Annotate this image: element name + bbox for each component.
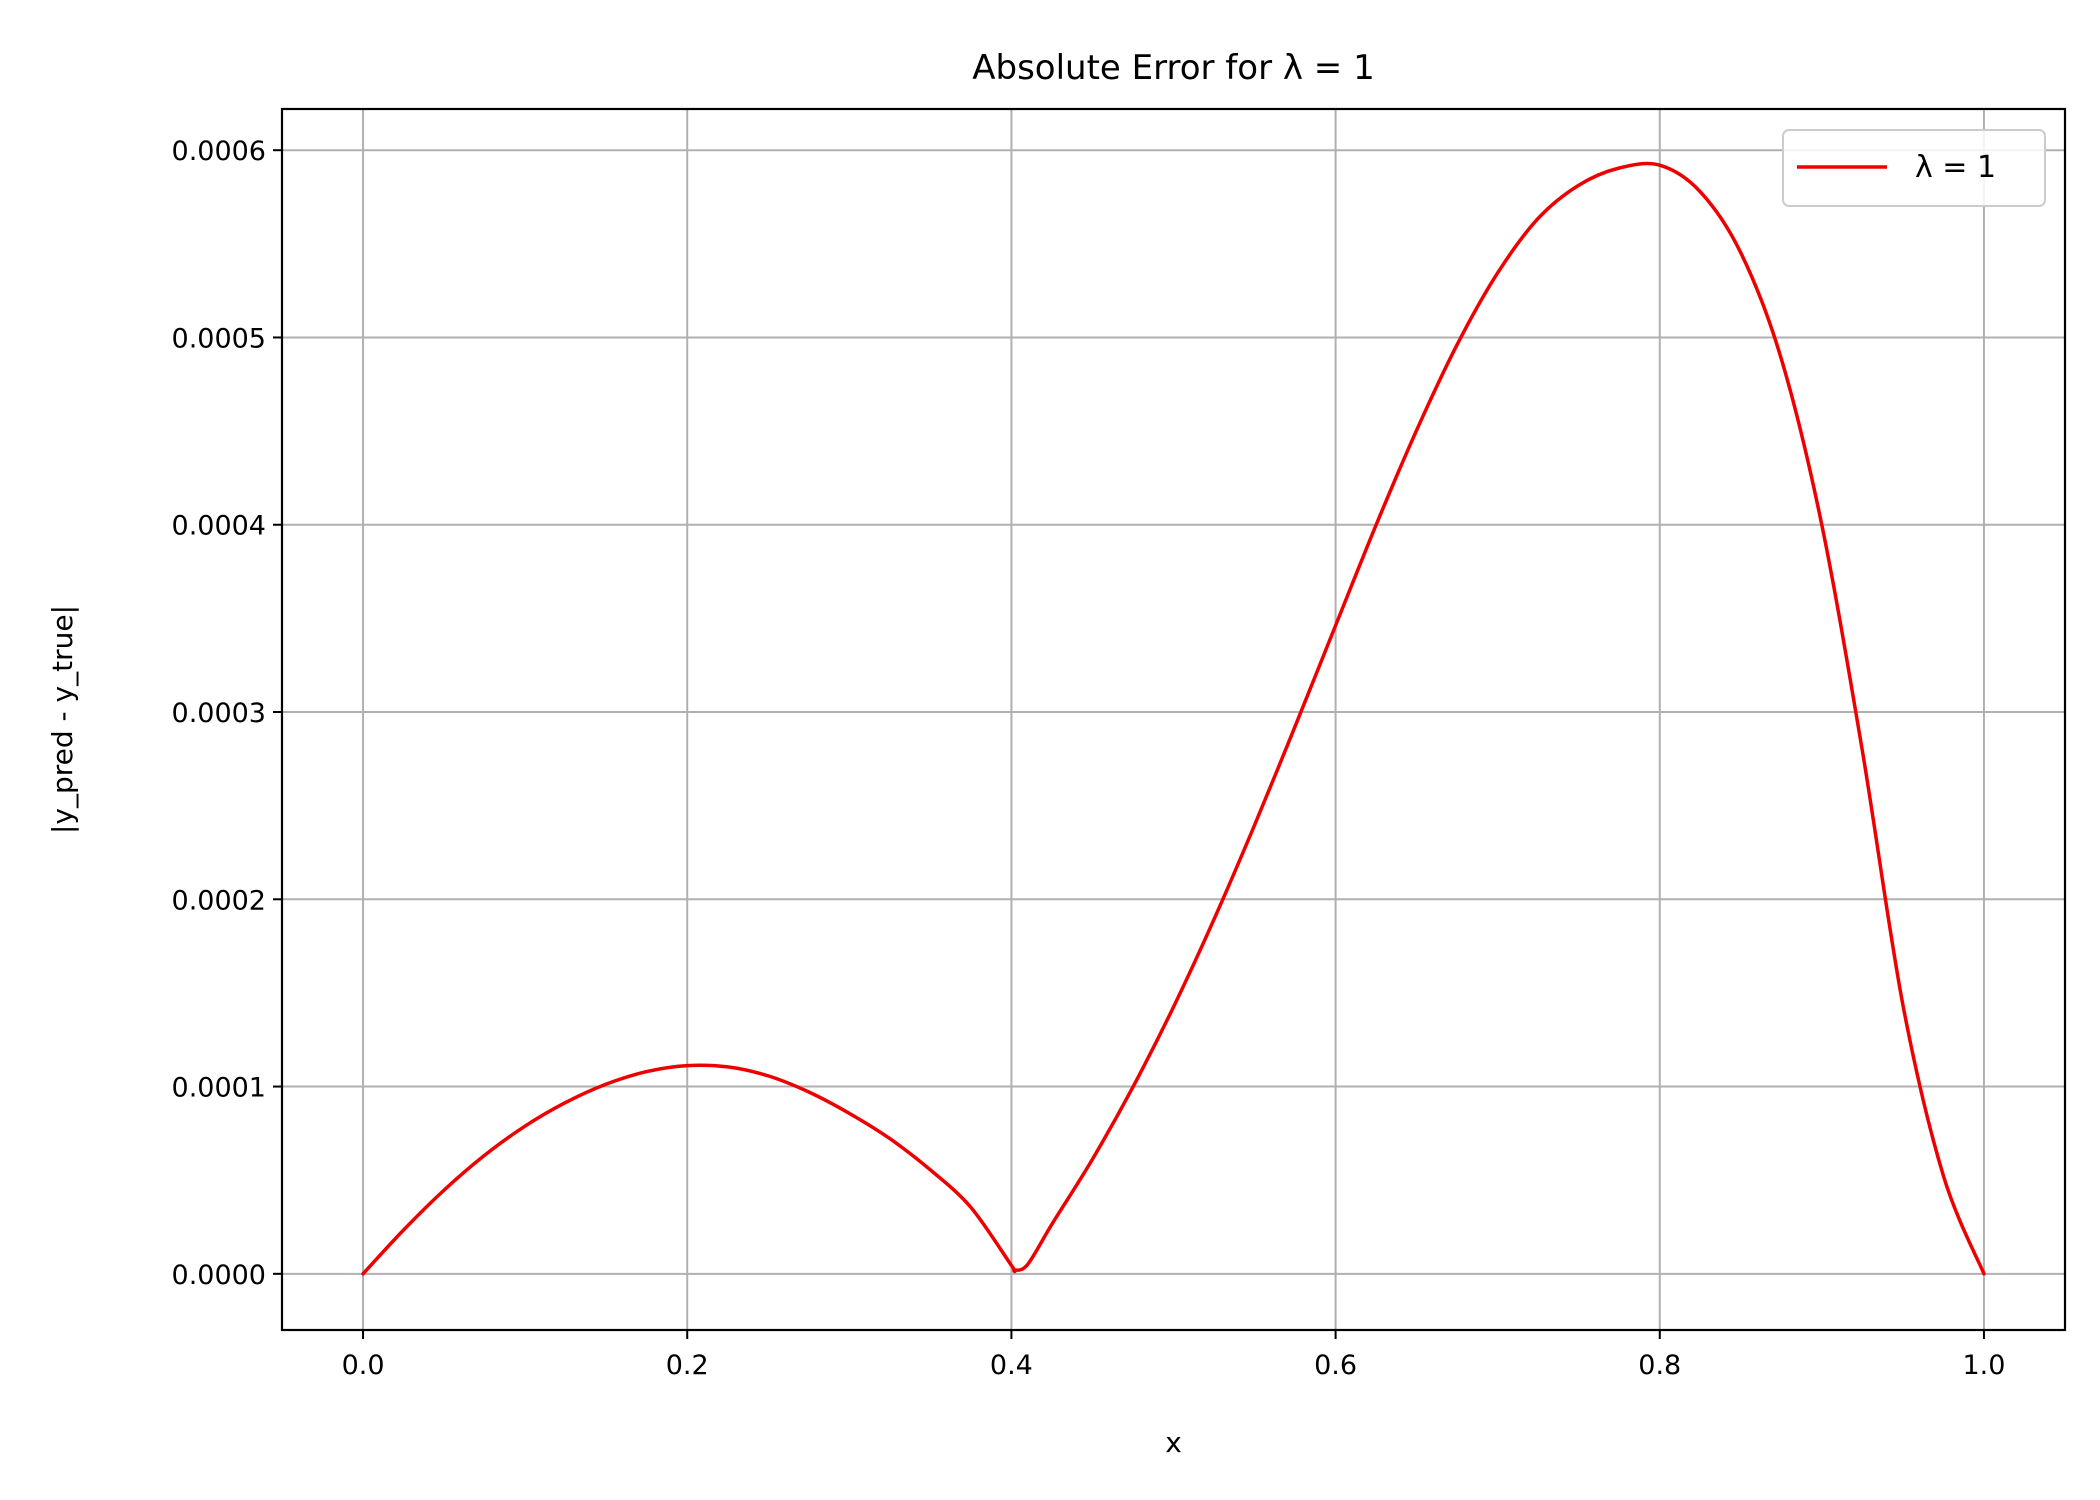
y-axis-label: |y_pred - y_true| bbox=[46, 605, 79, 834]
plot-frame bbox=[280, 107, 2067, 1332]
chart-title: Absolute Error for λ = 1 bbox=[972, 48, 1375, 88]
legend: λ = 1 bbox=[1782, 129, 2046, 207]
ticks: 0.0 0.2 0.4 0.6 0.8 1.0 0.0000 0.0001 0.0002 0.00… bbox=[172, 136, 2006, 1381]
x-tick-label: 0.2 bbox=[666, 1350, 709, 1381]
legend-box bbox=[1782, 129, 2046, 207]
x-tick-label: 0.6 bbox=[1314, 1350, 1357, 1381]
x-tick-label: 1.0 bbox=[1962, 1350, 2005, 1381]
series-line bbox=[361, 161, 1986, 1276]
series-layer bbox=[361, 161, 1986, 1276]
grid bbox=[282, 109, 2065, 1330]
legend-label: λ = 1 bbox=[1915, 150, 1996, 185]
y-tick-label: 0.0005 bbox=[172, 323, 266, 354]
x-axis-label: x bbox=[1165, 1426, 1182, 1459]
x-tick-label: 0.8 bbox=[1638, 1350, 1681, 1381]
y-tick-label: 0.0006 bbox=[172, 136, 266, 167]
y-tick-label: 0.0002 bbox=[172, 885, 266, 916]
x-tick-label: 0.4 bbox=[990, 1350, 1033, 1381]
y-tick-label: 0.0000 bbox=[172, 1260, 266, 1291]
y-tick-label: 0.0003 bbox=[172, 698, 266, 729]
y-tick-label: 0.0004 bbox=[172, 511, 266, 542]
y-tick-label: 0.0001 bbox=[172, 1073, 266, 1104]
x-tick-label: 0.0 bbox=[342, 1350, 385, 1381]
